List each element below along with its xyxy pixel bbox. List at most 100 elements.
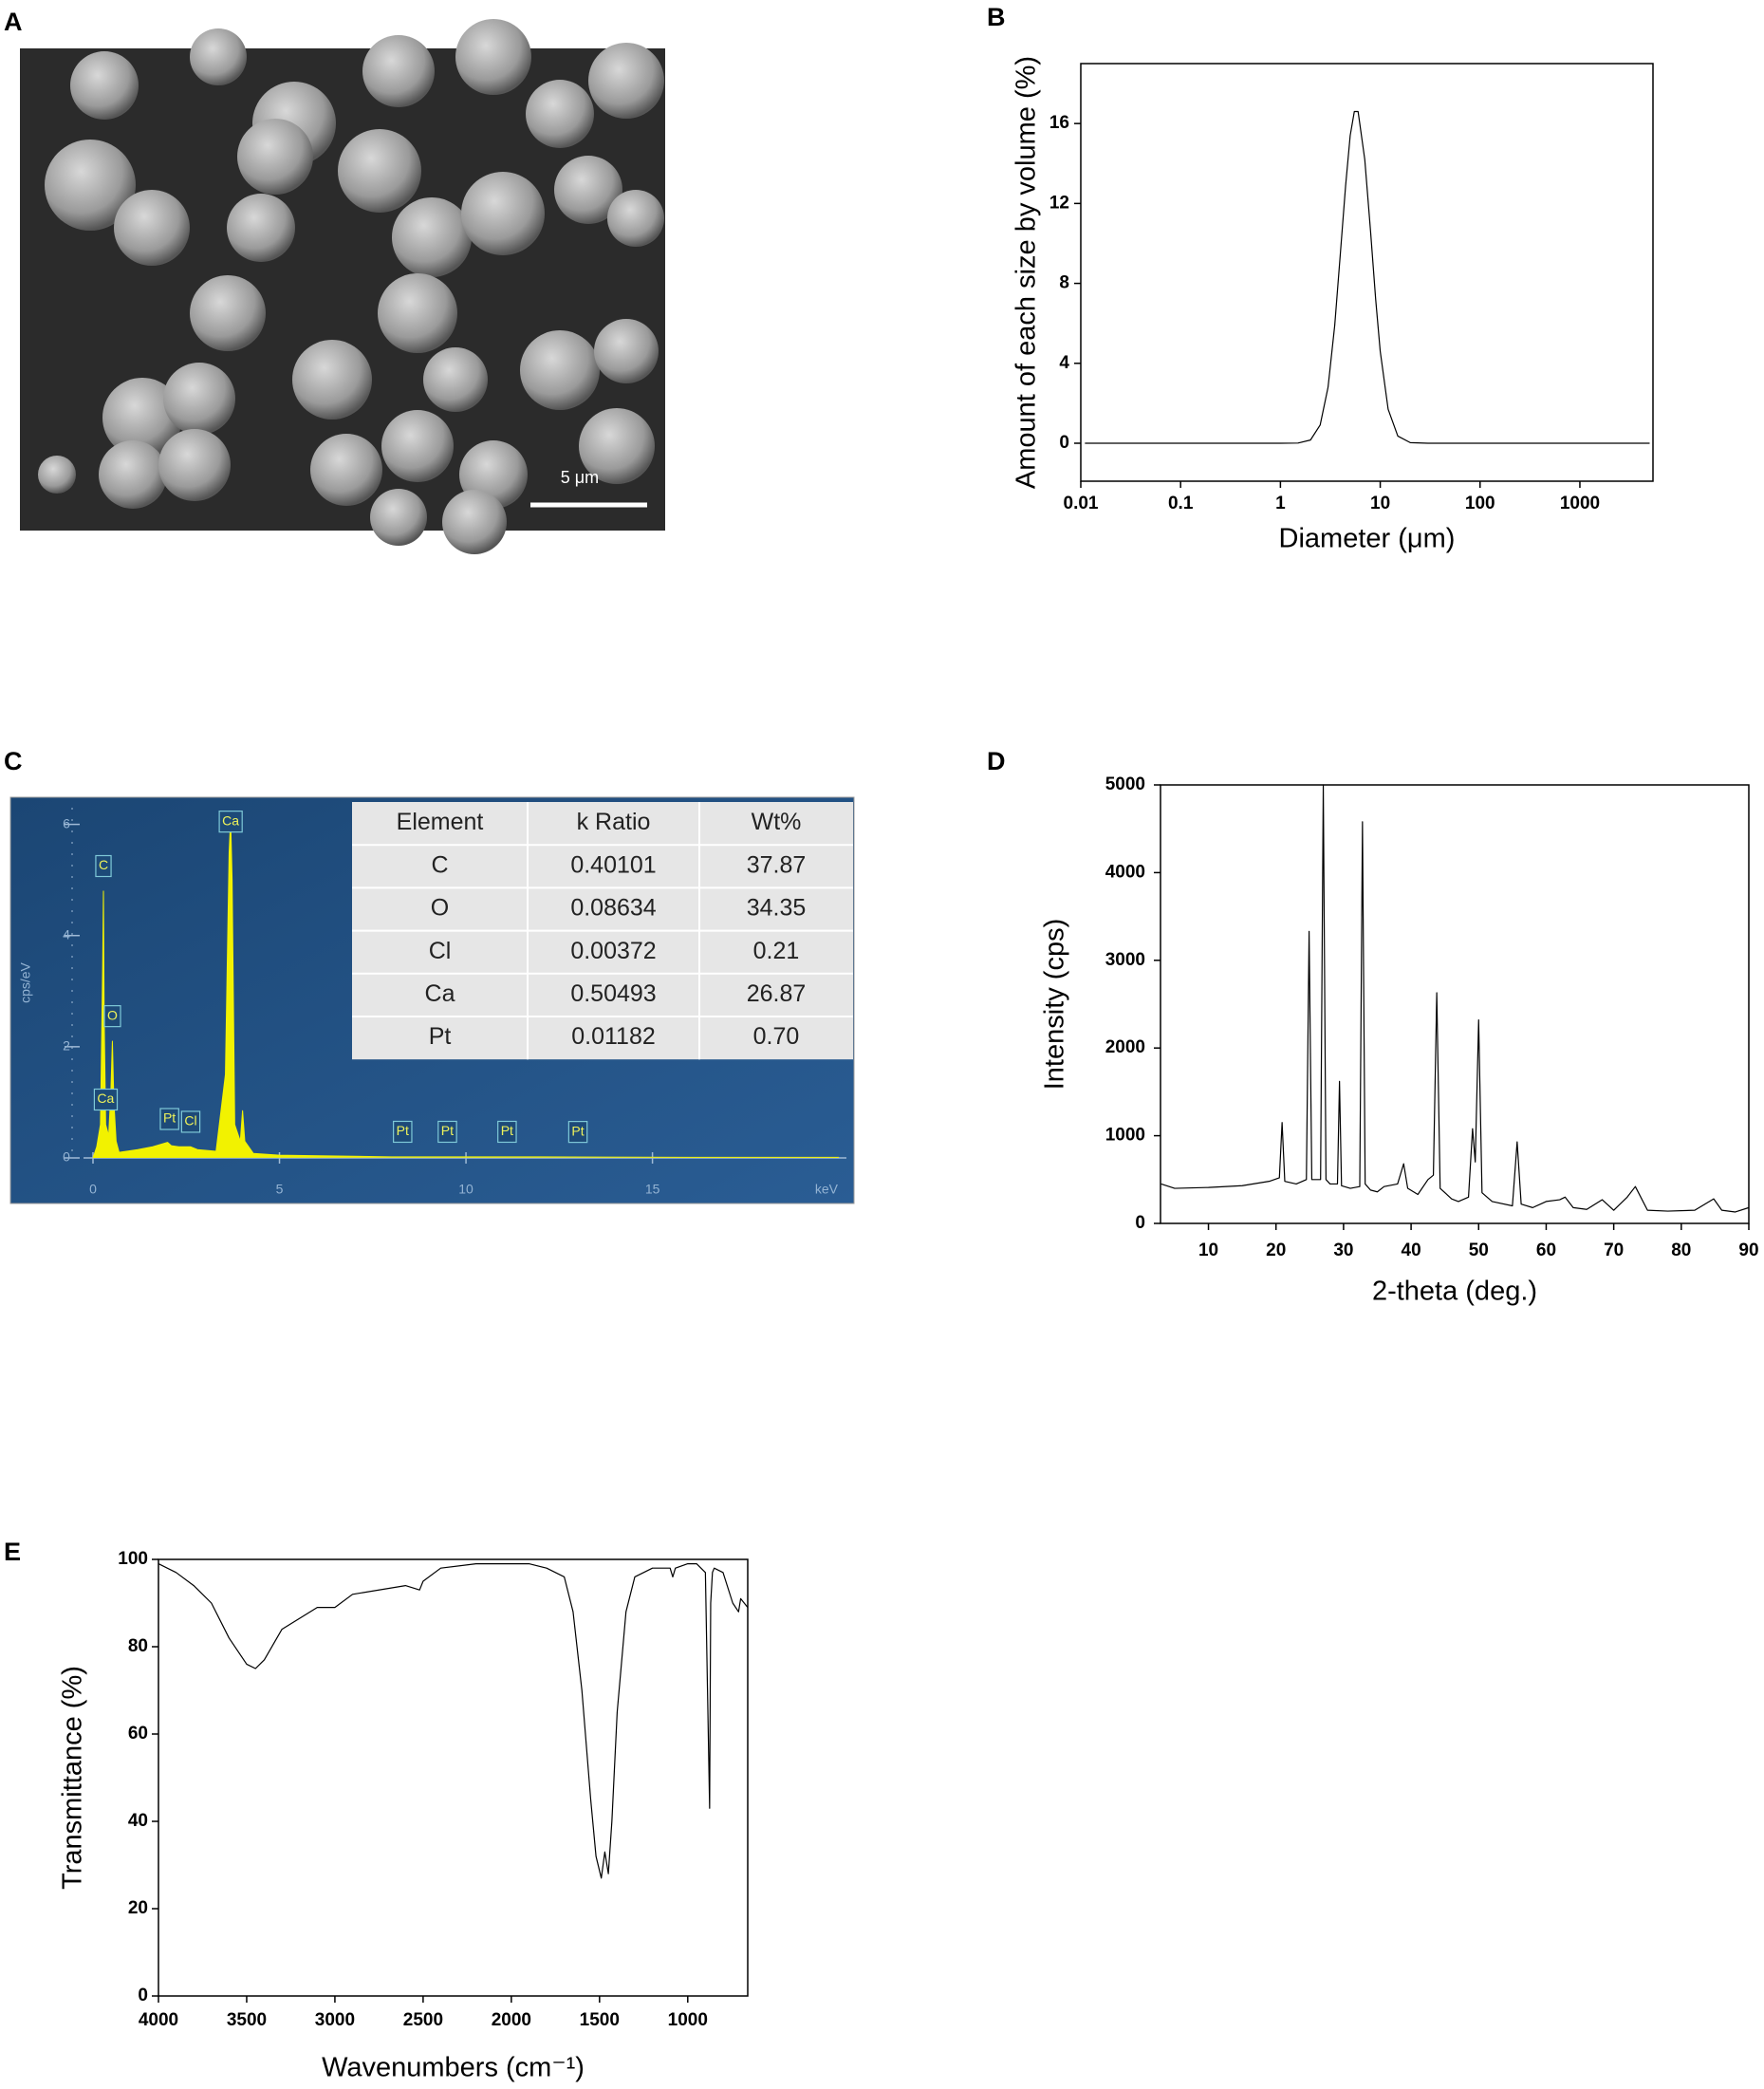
x-tick-label: 3500 [227, 2010, 267, 2030]
peak-label-box [497, 1120, 517, 1144]
table-cell: 0.01182 [571, 1023, 656, 1050]
y-axis-title: Transmittance (%) [58, 1666, 88, 1890]
x-tick-label: 20 [1266, 1240, 1286, 1260]
x-axis-unit: keV [815, 1182, 839, 1197]
peak-label-box [218, 811, 243, 833]
y-tick-label: 1000 [1105, 1126, 1145, 1146]
x-tick-label: 60 [1536, 1240, 1556, 1260]
table-cell: 0.00372 [570, 938, 656, 964]
y-axis-title: Amount of each size by volume (%) [1012, 56, 1042, 489]
y-tick-label: 40 [128, 1811, 148, 1831]
x-tick-label: 50 [1469, 1240, 1489, 1260]
y-tick-label: 12 [1049, 193, 1069, 213]
y-tick-label: 2 [63, 1038, 70, 1054]
x-tick-label: 0.01 [1064, 494, 1099, 513]
table-cell: 0.70 [753, 1023, 800, 1050]
x-axis-title: 2-theta (deg.) [1372, 1277, 1537, 1307]
y-tick-label: 5000 [1105, 774, 1145, 794]
y-tick-label: 20 [128, 1898, 148, 1918]
peak-label: Pt [441, 1123, 454, 1138]
spectrum-area [92, 818, 840, 1159]
y-tick-label: 100 [118, 1549, 148, 1569]
y-tick-label: 60 [128, 1724, 148, 1744]
x-tick-label: 1500 [580, 2010, 620, 2030]
panel-label: D [987, 747, 1006, 775]
table-cell: 0.40101 [570, 851, 656, 878]
table-header-cell: Wt% [752, 809, 802, 835]
y-tick-label: 8 [1059, 273, 1069, 293]
peak-label: Pt [501, 1123, 513, 1138]
x-tick-label: 1 [1275, 494, 1286, 513]
peak-label-box [567, 1121, 588, 1144]
peak-label: C [99, 857, 108, 872]
x-tick-label: 3000 [315, 2010, 355, 2030]
peak-label-box [393, 1120, 413, 1144]
panel-label: E [4, 1538, 21, 1566]
data-line [158, 1563, 749, 1879]
y-tick-label: 4000 [1105, 862, 1145, 882]
table-header-cell: k Ratio [577, 809, 651, 835]
x-tick-label: 5 [276, 1182, 284, 1197]
peak-label-box [180, 1110, 201, 1133]
y-axis-title: Intensity (cps) [1040, 919, 1070, 1091]
x-tick-label: 15 [645, 1182, 660, 1197]
x-tick-label: 80 [1671, 1240, 1691, 1260]
y-tick-label: 6 [63, 815, 70, 830]
table-cell: 0.08634 [570, 895, 656, 922]
table-cell: Ca [425, 980, 455, 1007]
x-tick-label: 10 [458, 1182, 473, 1197]
plot-frame [1160, 784, 1750, 1224]
table-cell: C [431, 851, 448, 878]
x-axis-title: Diameter (μm) [1279, 524, 1456, 554]
peak-label: Ca [97, 1091, 114, 1106]
y-tick-label: 3000 [1105, 950, 1145, 970]
x-tick-label: 10 [1198, 1240, 1218, 1260]
table-cell: O [431, 895, 449, 922]
table-header-cell: Element [397, 809, 484, 835]
x-tick-label: 30 [1333, 1240, 1353, 1260]
y-tick-label: 0 [1059, 433, 1069, 453]
data-line [1085, 110, 1650, 444]
x-tick-label: 90 [1738, 1240, 1758, 1260]
y-tick-label: 16 [1049, 113, 1069, 133]
table-cell: Cl [429, 938, 452, 964]
y-tick-label: 0 [63, 1149, 70, 1165]
table-cell: 0.21 [753, 938, 800, 964]
x-tick-label: 0 [89, 1182, 97, 1197]
peak-label: Cl [184, 1113, 196, 1128]
peak-label: Ca [222, 812, 239, 828]
panel-label: C [4, 747, 23, 775]
y-tick-label: 0 [138, 1986, 148, 2005]
x-tick-label: 1000 [668, 2010, 708, 2030]
sem-image: 5 μm [20, 19, 665, 554]
panel-label: A [4, 8, 23, 36]
peak-label-box [103, 1005, 121, 1028]
peak-label: Pt [571, 1123, 584, 1138]
x-tick-label: 40 [1402, 1240, 1421, 1260]
table-cell: 0.50493 [570, 980, 656, 1007]
table-cell: 26.87 [747, 980, 807, 1007]
peak-label: Pt [397, 1123, 409, 1138]
y-tick-label: 4 [1059, 353, 1069, 373]
peak-label: Pt [163, 1110, 176, 1126]
plot-frame [158, 1558, 749, 1997]
scale-bar-label: 5 μm [561, 468, 599, 487]
plot-frame [1080, 63, 1654, 482]
y-axis-title: cps/eV [18, 961, 33, 1002]
peak-label-box [93, 1088, 119, 1111]
peak-label-box [95, 854, 112, 878]
x-tick-label: 4000 [139, 2010, 178, 2030]
x-tick-label: 2000 [492, 2010, 531, 2030]
y-tick-label: 80 [128, 1636, 148, 1656]
x-axis-title: Wavenumbers (cm⁻¹) [322, 2053, 585, 2083]
y-tick-label: 0 [1135, 1213, 1145, 1233]
y-tick-label: 4 [63, 926, 70, 942]
panel-label: B [987, 3, 1006, 31]
table-cell: 34.35 [747, 895, 807, 922]
x-tick-label: 0.1 [1168, 494, 1194, 513]
peak-label-box [159, 1108, 179, 1130]
x-tick-label: 100 [1465, 494, 1495, 513]
table-cell: Pt [429, 1023, 452, 1050]
x-tick-label: 2500 [403, 2010, 443, 2030]
